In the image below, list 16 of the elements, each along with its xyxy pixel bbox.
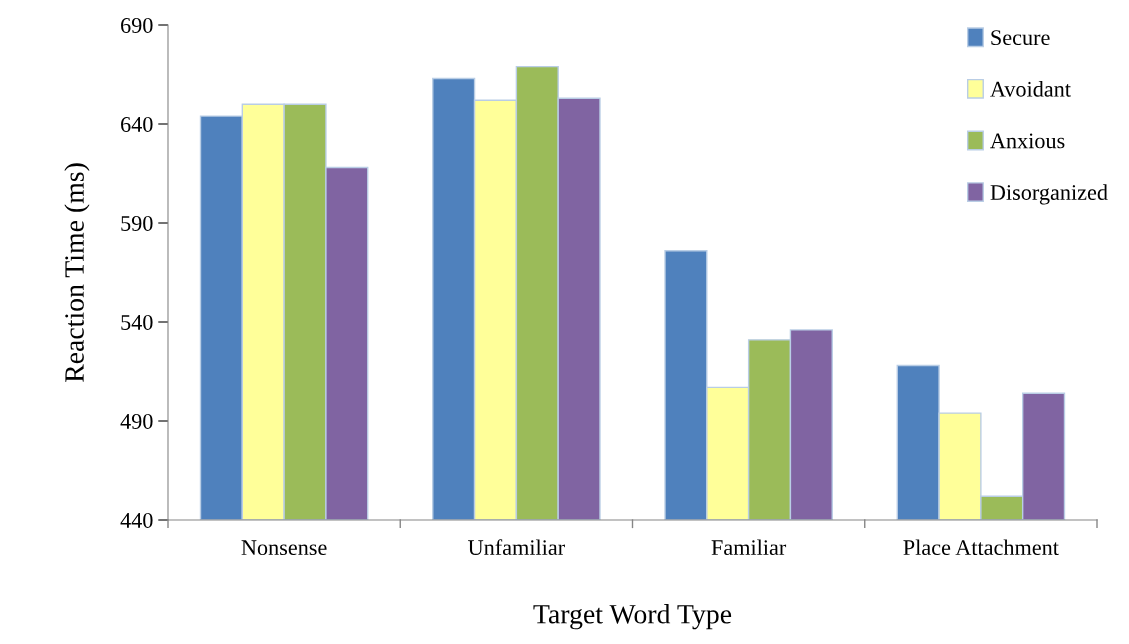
x-tick-label: Nonsense (241, 540, 327, 556)
y-tick-label: 490 (120, 413, 153, 429)
legend-label: Disorganized (990, 184, 1108, 205)
x-tick-label: Place Attachment (903, 539, 1059, 556)
y-tick-label: 540 (121, 314, 153, 330)
y-tick-label: 640 (121, 116, 153, 132)
x-axis-title: Target Word Type (533, 604, 732, 630)
y-tick-label: 690 (121, 17, 153, 33)
y-tick-label: 590 (121, 215, 153, 231)
legend-label: Avoidant (990, 81, 1071, 97)
y-tick-label: 440 (120, 512, 153, 528)
legend-label: Anxious (990, 133, 1065, 149)
x-tick-label: Familiar (711, 539, 787, 556)
x-tick-label: Unfamiliar (468, 539, 565, 556)
legend-label: Secure (991, 30, 1050, 46)
y-axis-title: Reaction Time (ms) (64, 163, 90, 383)
